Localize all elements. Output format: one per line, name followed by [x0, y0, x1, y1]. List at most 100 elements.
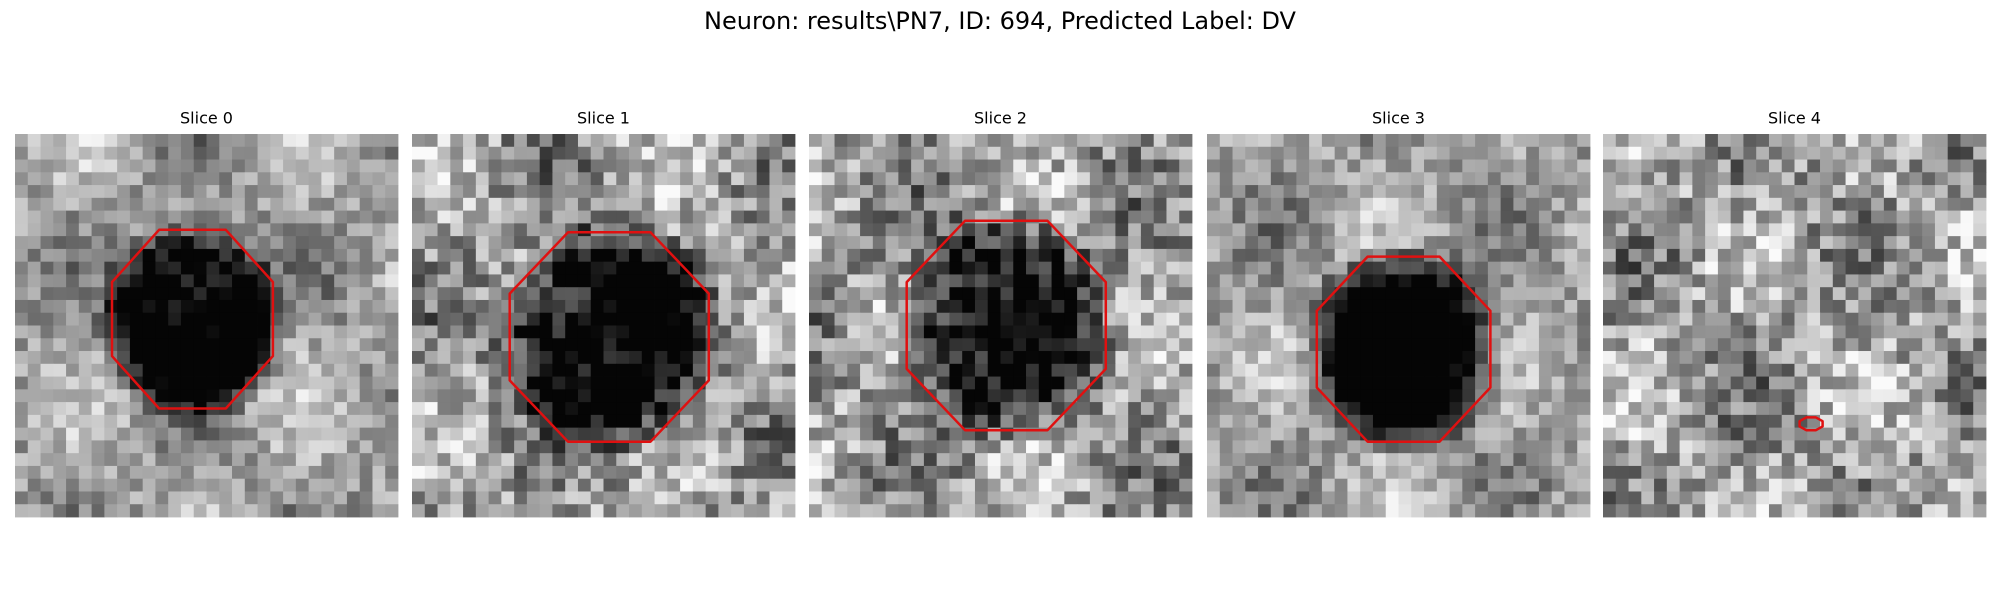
pixel [1296, 465, 1310, 480]
pixel [1309, 478, 1323, 492]
pixel [974, 146, 989, 160]
pixel [603, 338, 617, 352]
pixel [552, 146, 566, 160]
pixel [1756, 185, 1770, 199]
pixel [1347, 146, 1361, 160]
pixel [1309, 248, 1323, 263]
pixel [1705, 197, 1719, 211]
pixel [1564, 159, 1578, 173]
pixel [372, 185, 386, 199]
pixel [834, 312, 848, 326]
pixel [1283, 146, 1297, 160]
pixel [821, 478, 835, 492]
pixel [872, 146, 886, 160]
pixel [809, 453, 823, 467]
pixel [1666, 414, 1680, 429]
pixel [1692, 299, 1706, 314]
pixel [1538, 185, 1553, 199]
pixel [1475, 210, 1489, 224]
pixel [1526, 248, 1540, 263]
pixel [1321, 172, 1336, 186]
pixel [654, 351, 668, 365]
pixel [539, 465, 553, 480]
pixel [219, 478, 233, 492]
pixel [1871, 146, 1885, 160]
pixel [104, 261, 118, 275]
pixel [1077, 440, 1091, 454]
pixel [27, 172, 41, 186]
pixel [1038, 236, 1052, 250]
pixel [743, 197, 758, 211]
pixel [692, 210, 707, 224]
pixel [1845, 491, 1859, 505]
pixel [424, 197, 438, 211]
pixel [488, 504, 502, 518]
pixel [1026, 440, 1040, 454]
pixel [1258, 491, 1272, 505]
pixel [1424, 185, 1438, 199]
pixel [1538, 402, 1553, 416]
pixel [1462, 223, 1476, 237]
pixel [1807, 338, 1821, 352]
pixel [334, 453, 348, 467]
pixel [1398, 197, 1412, 211]
pixel [91, 236, 105, 250]
pixel [692, 274, 707, 288]
pixel [206, 504, 220, 518]
pixel [334, 261, 348, 275]
pixel [1102, 236, 1116, 250]
pixel [962, 440, 976, 454]
pixel [1013, 172, 1027, 186]
pixel [1896, 159, 1910, 173]
pixel [539, 504, 553, 518]
pixel [616, 402, 630, 416]
pixel [885, 274, 899, 288]
pixel [1577, 274, 1591, 288]
pixel [654, 197, 668, 211]
pixel [1628, 402, 1642, 416]
pixel [1026, 338, 1040, 352]
pixel [412, 274, 426, 288]
pixel [539, 402, 553, 416]
pixel [40, 134, 54, 148]
pixel [526, 478, 541, 492]
pixel [1603, 351, 1617, 365]
pixel [308, 478, 322, 492]
pixel [1513, 287, 1527, 301]
pixel [872, 312, 886, 326]
pixel [1896, 146, 1910, 160]
pixel [1245, 287, 1259, 301]
pixel [616, 223, 630, 237]
pixel [359, 338, 373, 352]
pixel [1026, 402, 1040, 416]
pixel [1309, 414, 1323, 429]
pixel [1207, 261, 1221, 275]
pixel [769, 312, 783, 326]
pixel [680, 223, 694, 237]
pixel [295, 159, 310, 173]
pixel [1270, 172, 1284, 186]
pixel [424, 402, 438, 416]
pixel [129, 389, 144, 403]
pixel [321, 146, 335, 160]
pixel [78, 414, 92, 429]
pixel [437, 274, 451, 288]
pixel [1296, 248, 1310, 263]
pixel [501, 236, 515, 250]
pixel [718, 465, 732, 480]
pixel [756, 351, 770, 365]
pixel [1538, 338, 1553, 352]
pixel [168, 236, 182, 250]
pixel [1258, 351, 1272, 365]
pixel [385, 261, 399, 275]
pixel [1102, 478, 1116, 492]
pixel [1679, 389, 1693, 403]
pixel [1000, 236, 1014, 250]
pixel [1245, 351, 1259, 365]
pixel [987, 312, 1001, 326]
pixel [1960, 236, 1974, 250]
pixel [821, 440, 835, 454]
pixel [1449, 172, 1463, 186]
pixel [1296, 134, 1310, 148]
pixel [1283, 453, 1297, 467]
